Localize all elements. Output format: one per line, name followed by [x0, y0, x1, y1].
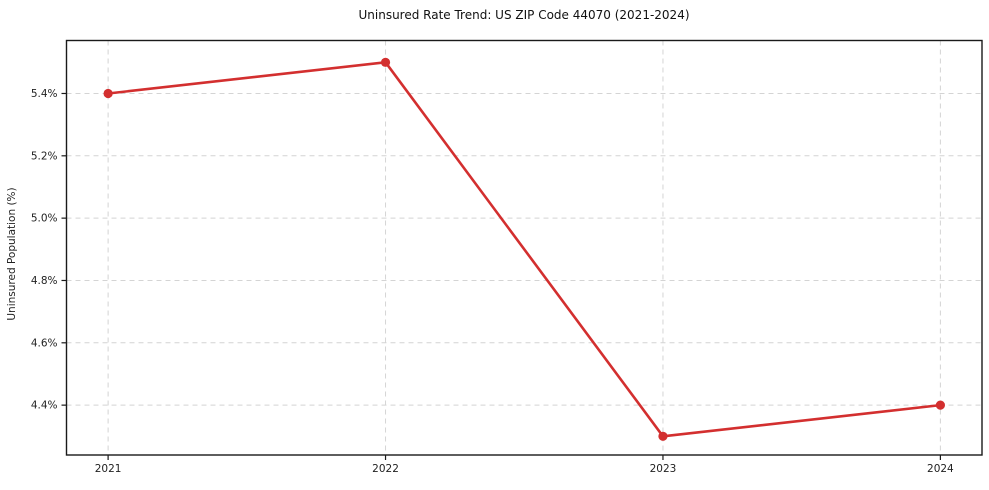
y-tick-label: 4.8% — [31, 275, 58, 287]
data-point-marker — [935, 400, 945, 410]
x-tick-label: 2021 — [95, 463, 122, 475]
y-tick-label: 5.0% — [31, 213, 58, 225]
y-tick-label: 4.4% — [31, 400, 58, 412]
data-point-marker — [103, 88, 113, 99]
x-tick-label: 2024 — [927, 463, 954, 475]
trend-line — [106, 61, 942, 438]
y-tick-label: 4.6% — [31, 337, 58, 349]
x-tick-label: 2023 — [650, 463, 677, 475]
y-tick-label: 5.2% — [31, 150, 58, 162]
y-tick-label: 5.4% — [31, 88, 58, 100]
x-tick-label: 2022 — [372, 463, 399, 475]
data-point-marker — [380, 57, 391, 67]
axes-spines — [65, 39, 983, 456]
chart-title: Uninsured Rate Trend: US ZIP Code 44070 … — [358, 8, 690, 22]
data-point-marker — [658, 431, 668, 441]
